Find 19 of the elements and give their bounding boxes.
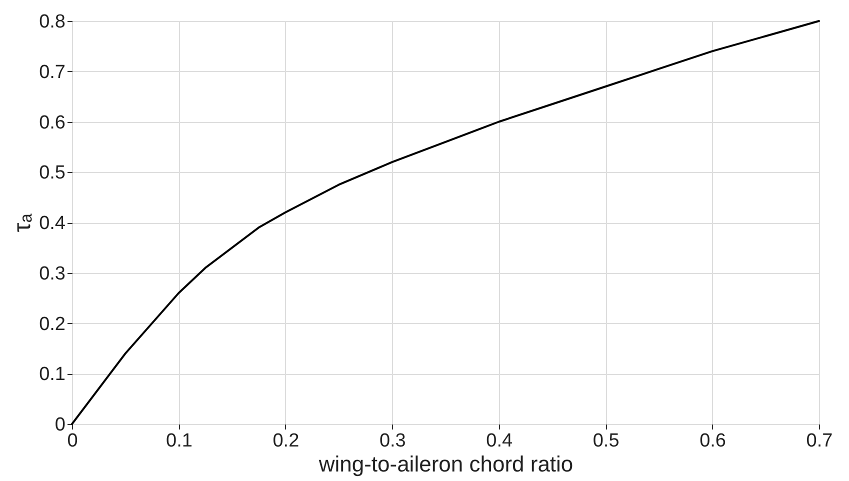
x-tick-label: 0.1 [166,430,192,452]
y-tick-label: 0.3 [39,263,66,284]
y-tick-label: 0.7 [39,62,66,83]
line-series [71,20,820,425]
y-tick-label: 0.2 [39,314,66,335]
y-tick-label: 0.8 [39,12,66,32]
x-tick-label: 0.5 [592,430,620,452]
y-tick-label: 0.5 [39,162,66,184]
y-axis-title: τₐ [9,212,36,232]
x-axis-title: wing-to-aileron chord ratio [318,452,574,476]
y-tick-label: 0 [54,414,66,436]
x-tick-label: 0.4 [486,430,513,452]
y-tick-label: 0.6 [39,112,66,134]
x-tick-label: 0.7 [806,430,833,452]
y-tick-label: 0.1 [39,364,66,386]
x-tick-label: 0.2 [272,430,300,452]
x-tick-label: 0.6 [700,430,726,452]
y-tick-label: 0.4 [39,213,66,234]
x-tick-label: 0.3 [379,430,406,452]
